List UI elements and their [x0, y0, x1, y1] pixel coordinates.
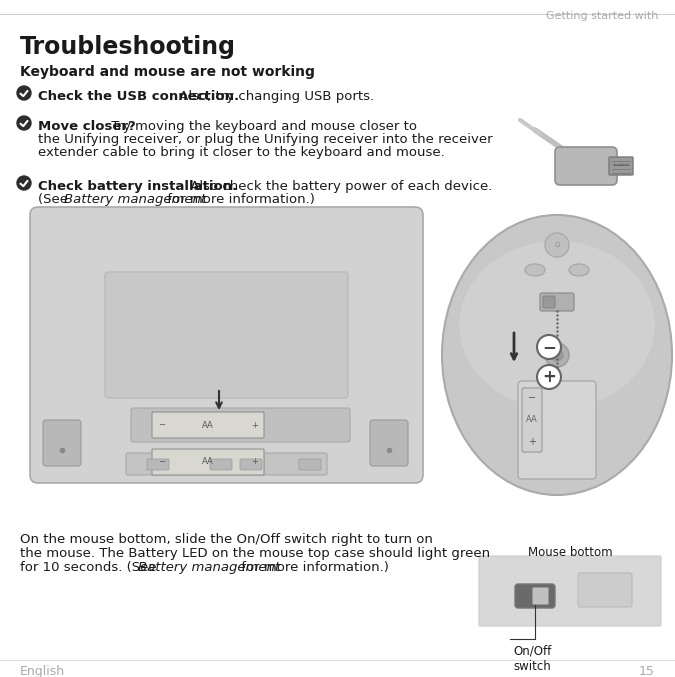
FancyBboxPatch shape — [105, 272, 348, 398]
Text: AA: AA — [202, 420, 214, 429]
Text: Battery management: Battery management — [64, 193, 206, 206]
Text: +: + — [528, 437, 536, 447]
FancyBboxPatch shape — [370, 420, 408, 466]
FancyBboxPatch shape — [147, 459, 169, 470]
FancyBboxPatch shape — [152, 412, 264, 438]
Text: +: + — [251, 458, 258, 466]
Text: Check battery installation.: Check battery installation. — [38, 180, 237, 193]
Circle shape — [545, 233, 569, 257]
Text: −: − — [158, 420, 165, 429]
Text: the Unifying receiver, or plug the Unifying receiver into the receiver: the Unifying receiver, or plug the Unify… — [38, 133, 493, 146]
Text: On/Off
switch: On/Off switch — [513, 645, 551, 673]
FancyBboxPatch shape — [515, 584, 555, 608]
Text: for more information.): for more information.) — [237, 561, 389, 574]
Text: for more information.): for more information.) — [163, 193, 315, 206]
FancyBboxPatch shape — [152, 449, 264, 475]
Text: extender cable to bring it closer to the keyboard and mouse.: extender cable to bring it closer to the… — [38, 146, 445, 159]
Text: Getting started with: Getting started with — [545, 11, 658, 21]
Text: English: English — [20, 665, 65, 677]
Circle shape — [537, 365, 561, 389]
Text: On the mouse bottom, slide the On/Off switch right to turn on: On the mouse bottom, slide the On/Off sw… — [20, 533, 433, 546]
Text: G: G — [554, 242, 560, 248]
FancyBboxPatch shape — [210, 459, 232, 470]
FancyBboxPatch shape — [43, 420, 81, 466]
FancyBboxPatch shape — [299, 459, 321, 470]
FancyBboxPatch shape — [609, 157, 633, 175]
Text: −: − — [528, 393, 536, 403]
FancyBboxPatch shape — [131, 408, 350, 442]
Ellipse shape — [569, 264, 589, 276]
Text: 15: 15 — [639, 665, 655, 677]
Circle shape — [551, 349, 563, 361]
Text: locitech: locitech — [614, 163, 630, 167]
Circle shape — [545, 343, 569, 367]
Text: Troubleshooting: Troubleshooting — [20, 35, 236, 59]
Text: −: − — [158, 458, 165, 466]
Text: +: + — [542, 368, 556, 386]
FancyBboxPatch shape — [540, 293, 574, 311]
FancyBboxPatch shape — [30, 207, 423, 483]
Ellipse shape — [442, 215, 672, 495]
FancyBboxPatch shape — [240, 459, 262, 470]
Text: Keyboard and mouse are not working: Keyboard and mouse are not working — [20, 65, 315, 79]
Text: Battery management: Battery management — [138, 561, 280, 574]
Text: AA: AA — [202, 458, 214, 466]
Text: Try moving the keyboard and mouse closer to: Try moving the keyboard and mouse closer… — [107, 120, 417, 133]
Text: Also, try changing USB ports.: Also, try changing USB ports. — [175, 90, 374, 103]
Ellipse shape — [525, 264, 545, 276]
FancyBboxPatch shape — [479, 556, 661, 626]
Text: Move closer?: Move closer? — [38, 120, 136, 133]
FancyBboxPatch shape — [126, 453, 327, 475]
Text: the mouse. The Battery LED on the mouse top case should light green: the mouse. The Battery LED on the mouse … — [20, 547, 490, 560]
Text: AA: AA — [526, 416, 538, 424]
Circle shape — [17, 86, 31, 100]
FancyBboxPatch shape — [522, 388, 542, 452]
FancyBboxPatch shape — [578, 573, 632, 607]
Circle shape — [537, 335, 561, 359]
Text: (See: (See — [38, 193, 72, 206]
Circle shape — [17, 176, 31, 190]
Text: for 10 seconds. (See: for 10 seconds. (See — [20, 561, 165, 574]
FancyBboxPatch shape — [533, 588, 549, 605]
Text: −: − — [542, 338, 556, 356]
Text: Check the USB connection.: Check the USB connection. — [38, 90, 239, 103]
Text: Mouse bottom: Mouse bottom — [528, 546, 612, 559]
FancyBboxPatch shape — [518, 381, 596, 479]
Text: Also check the battery power of each device.: Also check the battery power of each dev… — [186, 180, 492, 193]
FancyBboxPatch shape — [555, 147, 617, 185]
Ellipse shape — [459, 241, 655, 409]
Circle shape — [17, 116, 31, 130]
FancyBboxPatch shape — [543, 296, 555, 308]
Text: +: + — [251, 420, 258, 429]
